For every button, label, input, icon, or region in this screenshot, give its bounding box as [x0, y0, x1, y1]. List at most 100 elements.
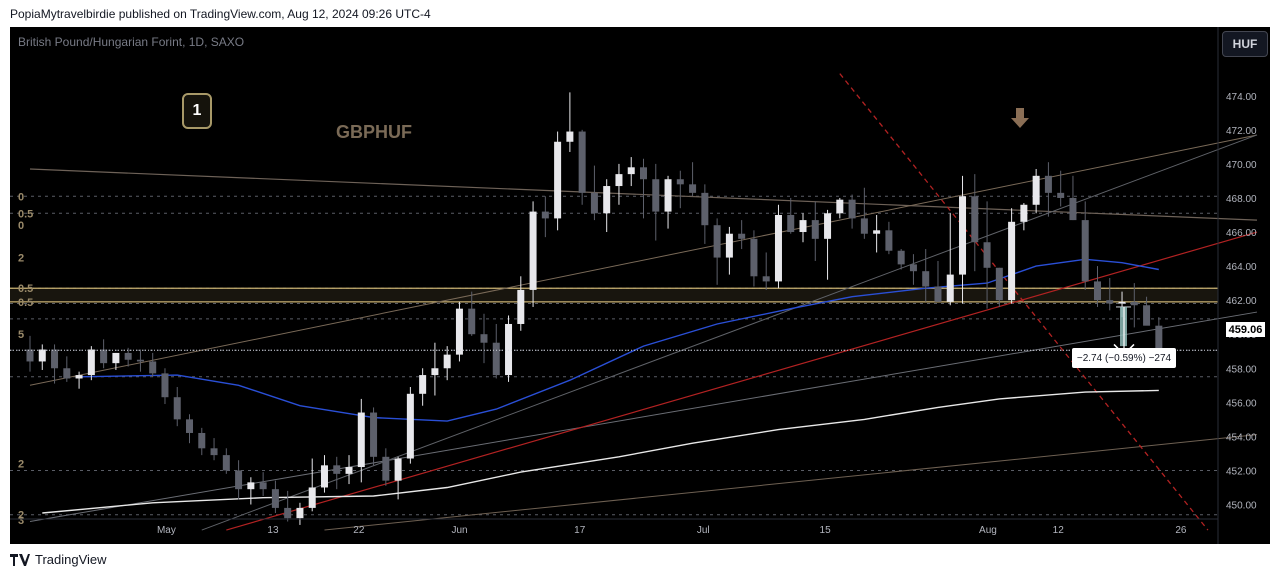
candle-body	[87, 349, 95, 376]
candle-body	[799, 220, 807, 233]
publish-info: PopiaMytravelbirdie published on Trading…	[10, 7, 431, 21]
candle-body	[995, 267, 1003, 301]
candle-body	[554, 141, 562, 219]
fib-zone	[10, 288, 1218, 302]
symbol-title-annotation: GBPHUF	[336, 122, 412, 142]
candle-body	[124, 352, 132, 360]
upper-channel-line	[29, 134, 1258, 386]
candle-body	[590, 192, 598, 214]
candle-body	[541, 211, 549, 219]
y-tick-label: 474.00	[1226, 92, 1257, 103]
candle-body	[725, 233, 733, 258]
candle-body	[468, 308, 476, 335]
candle-body	[247, 482, 255, 490]
candle-body	[100, 349, 108, 364]
x-tick-label: Jul	[697, 525, 710, 536]
candle-body	[394, 458, 402, 481]
fib-level-label: 2	[18, 253, 24, 265]
candle-body	[271, 489, 279, 508]
steep-channel-line	[201, 134, 1258, 531]
candle-body	[38, 349, 46, 362]
fib-level-label: 0	[18, 191, 24, 203]
x-tick-label: 15	[820, 525, 832, 536]
candle-body	[235, 470, 243, 490]
candle-body	[308, 487, 316, 508]
candle-body	[578, 131, 586, 193]
red-support-line	[226, 231, 1258, 531]
measure-label: −2.74 (−0.59%) −274	[1072, 348, 1176, 368]
candle-body	[959, 196, 967, 275]
x-tick-label: Aug	[979, 525, 997, 536]
candle-body	[934, 286, 942, 302]
candle-body	[186, 419, 194, 433]
candle-body	[897, 250, 905, 265]
ma-short-line	[79, 258, 1159, 422]
candle-body	[517, 289, 525, 324]
y-tick-label: 450.00	[1226, 501, 1257, 512]
candle-body	[112, 352, 120, 364]
candle-body	[505, 323, 513, 376]
symbol-header[interactable]: British Pound/Hungarian Forint, 1D, SAXO	[18, 35, 245, 49]
candle-body	[1057, 192, 1065, 198]
candle-body	[320, 465, 328, 488]
y-tick-label: 470.00	[1226, 160, 1257, 171]
fib-level-label: 5	[18, 329, 24, 341]
candle-body	[1155, 325, 1163, 350]
y-tick-label: 464.00	[1226, 262, 1257, 273]
candle-body	[406, 393, 414, 459]
candle-body	[210, 448, 218, 456]
x-tick-label: 22	[353, 525, 365, 536]
x-tick-label: 17	[574, 525, 586, 536]
candle-body	[1130, 301, 1138, 306]
y-tick-label: 466.00	[1226, 228, 1257, 239]
candle-body	[983, 242, 991, 268]
candle-body	[259, 482, 267, 490]
tradingview-logo-icon	[10, 553, 30, 566]
fib-level-label: 3	[18, 515, 24, 527]
tradingview-footer[interactable]: TradingView	[10, 552, 107, 567]
candle-body	[860, 218, 868, 234]
candle-body	[1044, 175, 1052, 193]
candle-body	[1008, 221, 1016, 301]
candle-body	[738, 233, 746, 239]
candle-body	[431, 368, 439, 376]
current-price-label: 459.06	[1226, 322, 1265, 337]
candle-body	[811, 220, 819, 239]
candle-body	[787, 214, 795, 233]
fib-level-label: 0.5	[18, 283, 33, 295]
y-tick-label: 454.00	[1226, 432, 1257, 443]
candle-body	[627, 167, 635, 175]
fib-level-label: 2	[18, 510, 24, 522]
candle-body	[922, 271, 930, 287]
candle-body	[443, 354, 451, 369]
candle-body	[419, 375, 427, 394]
fib-level-label: 0.5	[18, 208, 33, 220]
x-tick-label: 26	[1175, 525, 1187, 536]
number-badge: 1	[182, 93, 212, 129]
candle-body	[173, 397, 181, 420]
candle-body	[762, 276, 770, 282]
candle-body	[63, 368, 71, 379]
currency-badge[interactable]: HUF	[1222, 31, 1268, 57]
candle-body	[1032, 175, 1040, 205]
y-tick-label: 456.00	[1226, 398, 1257, 409]
candle-body	[222, 455, 230, 471]
candle-body	[149, 361, 157, 374]
x-tick-label: May	[157, 525, 176, 536]
candle-body	[1106, 300, 1114, 304]
candle-body	[664, 179, 672, 212]
chart-panel[interactable]: 0 0.5 0 2 0.5 0.5 5 2 3 2 474.00 472.00 470.00 468.0…	[10, 27, 1270, 544]
candle-body	[701, 192, 709, 226]
y-tick-label: 458.00	[1226, 364, 1257, 375]
candle-body	[873, 230, 881, 234]
y-tick-label: 462.00	[1226, 296, 1257, 307]
fib-level-label: 0	[18, 220, 24, 232]
candle-body	[1143, 305, 1151, 326]
candle-body	[136, 359, 144, 362]
candle-body	[603, 186, 611, 214]
candle-body	[492, 342, 500, 376]
candle-body	[566, 131, 574, 142]
candle-body	[480, 334, 488, 343]
x-tick-label: Jun	[451, 525, 467, 536]
